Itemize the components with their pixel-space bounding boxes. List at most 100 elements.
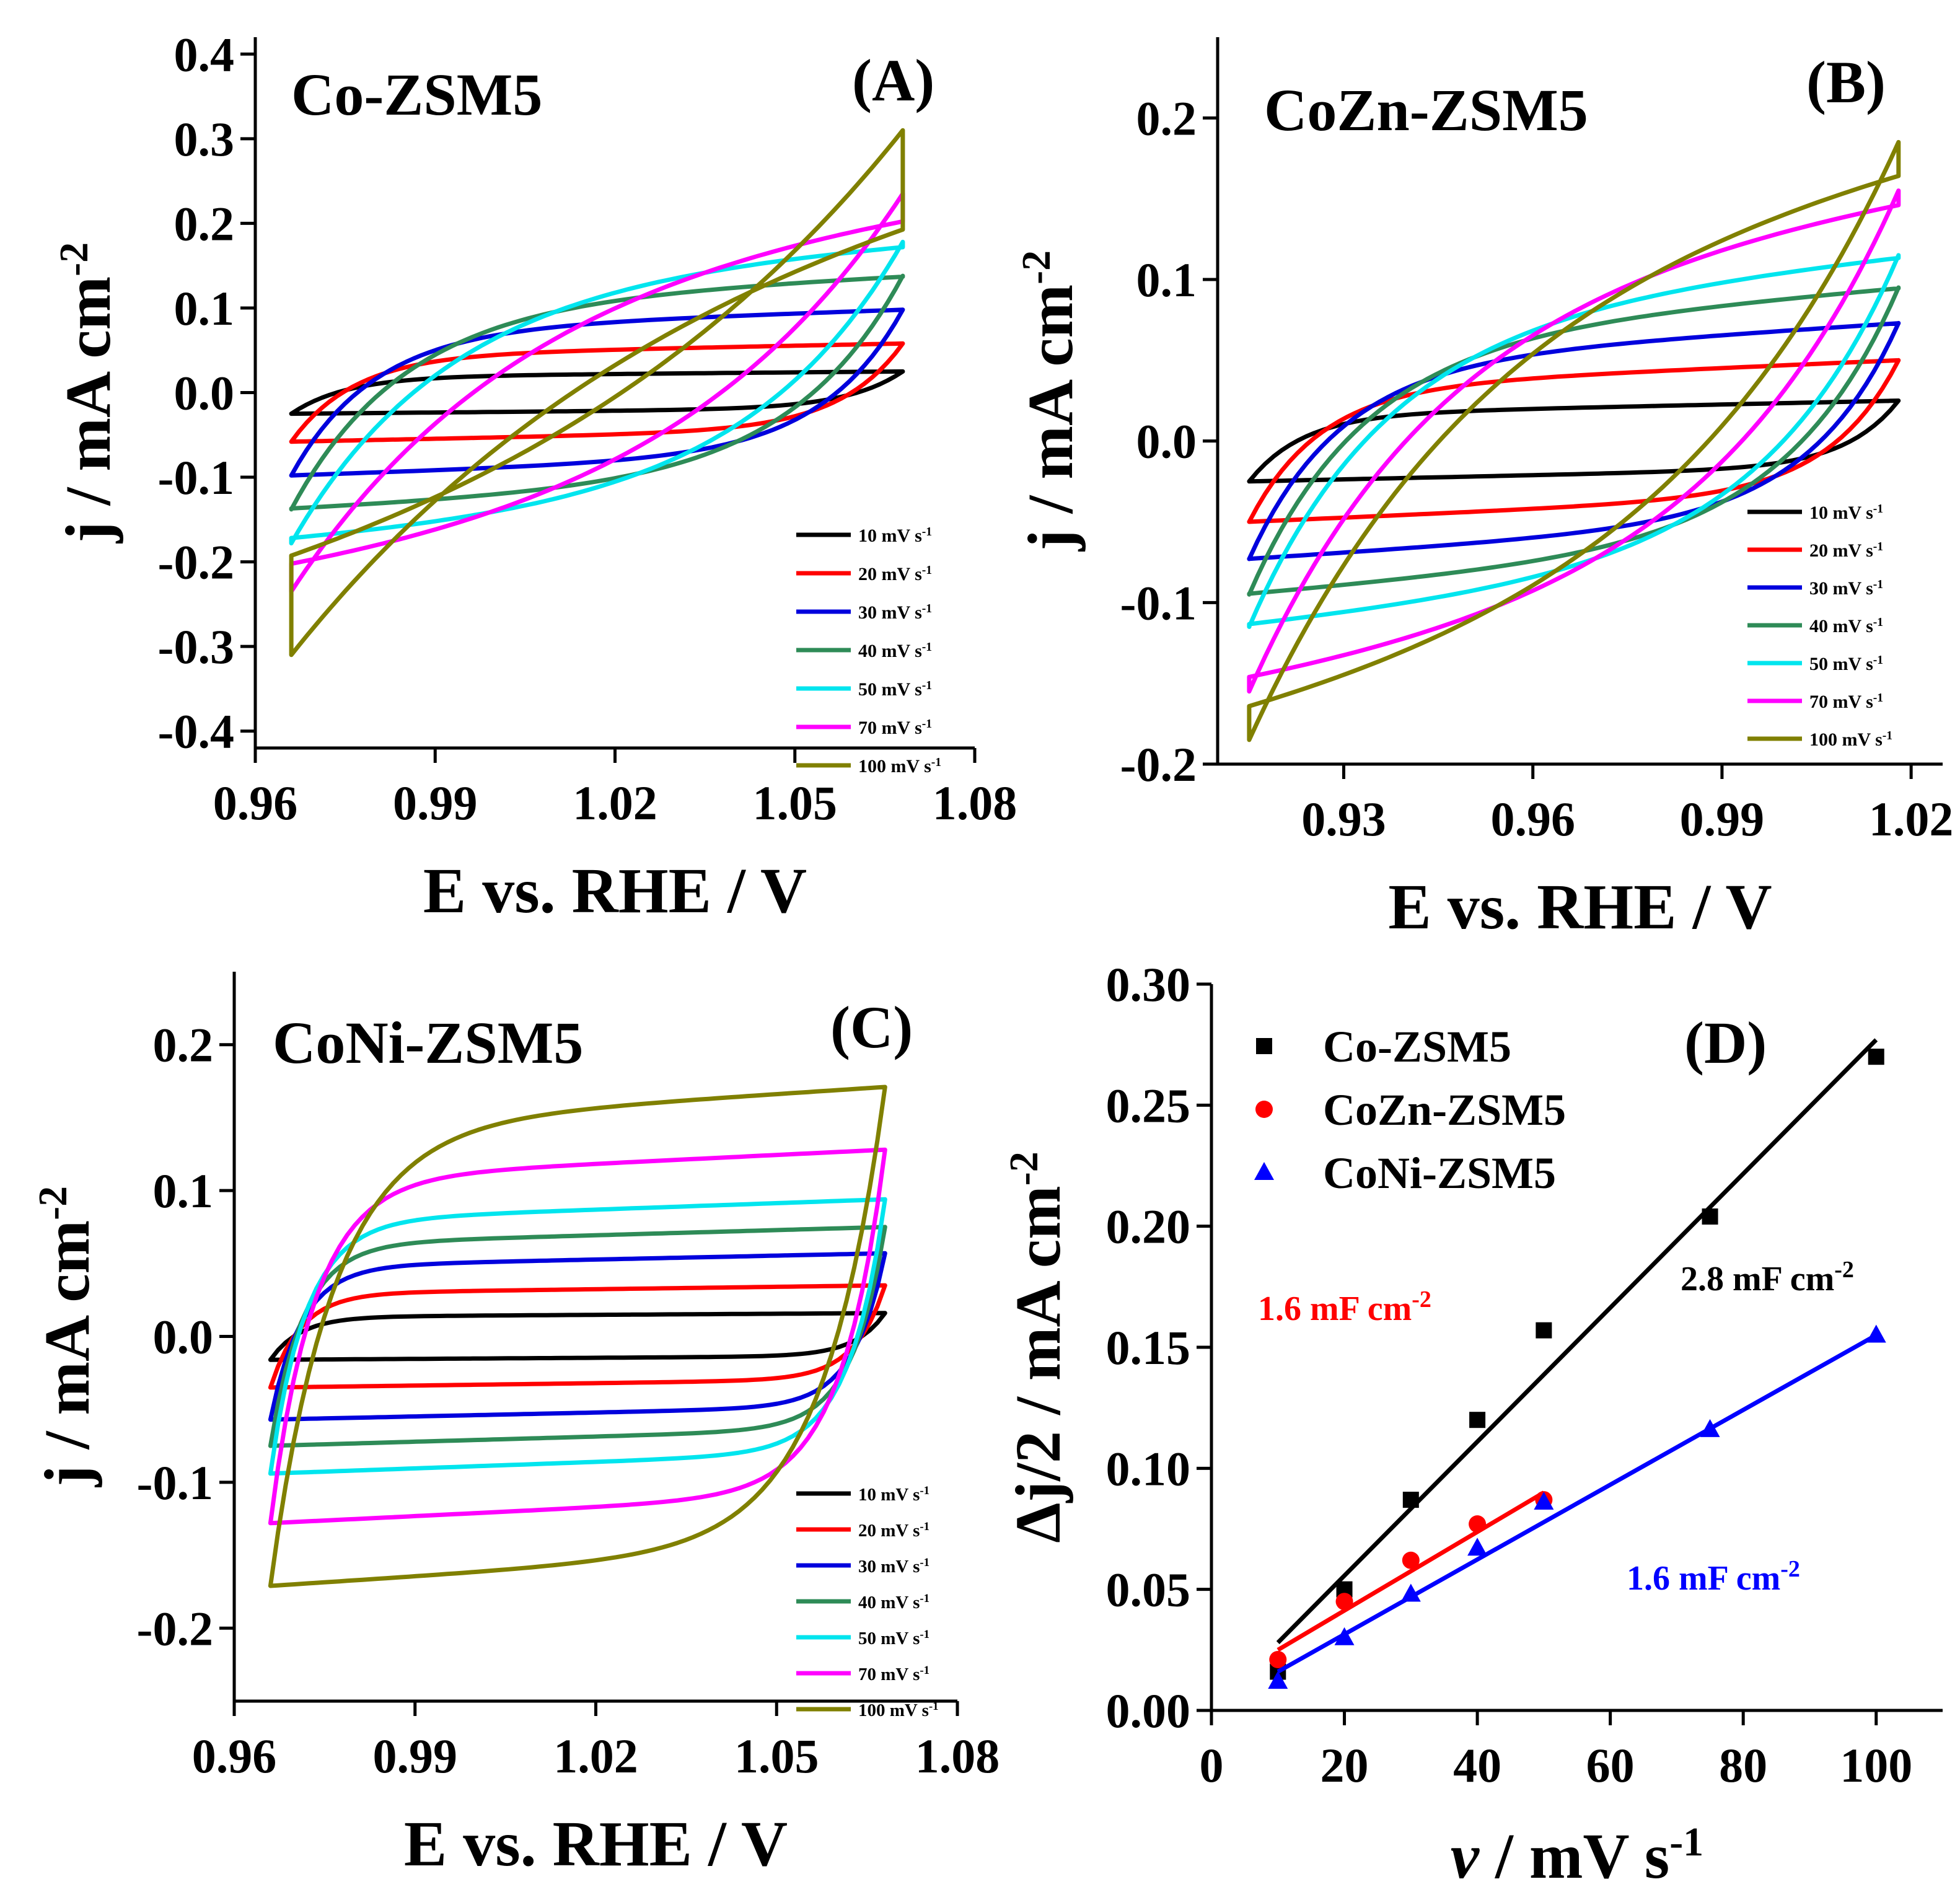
cv-curve-2	[289, 341, 905, 444]
series-co-zsm5: 2.8 mF cm-2	[1270, 1038, 1884, 1680]
y-tick-label: -0.4	[158, 705, 234, 759]
y-tick-label: 0.2	[153, 1018, 214, 1072]
legend-label: 30 mV s-1	[858, 1556, 929, 1577]
x-tick-label: 1.05	[753, 776, 838, 830]
panel-title: CoZn-ZSM5	[1264, 77, 1588, 143]
legend-label: 50 mV s-1	[858, 679, 932, 700]
legend-marker	[1255, 1101, 1273, 1118]
slope-annotation: 1.6 mF cm-2	[1627, 1556, 1800, 1598]
legend-label: 20 mV s-1	[858, 564, 932, 585]
cv-curve-7	[268, 1085, 887, 1588]
y-tick-label: 0.0	[174, 366, 235, 420]
slope-annotation: 1.6 mF cm-2	[1258, 1287, 1431, 1328]
x-tick-label: 100	[1840, 1738, 1912, 1792]
y-tick-label: 0.2	[174, 196, 235, 250]
x-tick-label: 1.05	[734, 1729, 819, 1783]
data-point	[1269, 1650, 1287, 1668]
x-axis-label: ν / mV s-1	[1451, 1819, 1703, 1892]
y-tick-label: 0.1	[1136, 253, 1197, 307]
data-point	[1469, 1412, 1486, 1428]
data-point	[1268, 1671, 1288, 1689]
series-cozn-zsm5: 1.6 mF cm-2	[1258, 1287, 1553, 1668]
x-axis-label: E vs. RHE / V	[423, 855, 807, 926]
y-tick-label: -0.1	[137, 1456, 213, 1510]
x-axis-label: E vs. RHE / V	[1388, 871, 1772, 943]
y-tick-label: 0.00	[1106, 1684, 1191, 1738]
cv-curve-3	[268, 1251, 887, 1422]
cv-curve-6	[268, 1147, 887, 1526]
x-tick-label: 1.02	[1869, 792, 1954, 846]
panel-tag: (A)	[852, 47, 934, 113]
data-point	[1402, 1551, 1420, 1569]
x-tick-label: 0.96	[192, 1729, 277, 1783]
legend-label: 70 mV s-1	[858, 1664, 929, 1685]
cv-curve-2	[268, 1283, 887, 1390]
x-tick-label: 0.96	[1490, 792, 1575, 846]
data-point	[1402, 1492, 1419, 1508]
panel-tag: (C)	[830, 994, 913, 1060]
panel-c: 0.96 0.99 1.02 1.05 1.08 0.2 0.1 0.0 -0.1 -0.2 CoN…	[30, 972, 1000, 1880]
y-tick-label: 0.20	[1106, 1200, 1191, 1254]
data-point	[1400, 1583, 1421, 1602]
y-axis-label: Δj/2 / mA cm-2	[1001, 1151, 1074, 1542]
legend-label: 70 mV s-1	[1809, 692, 1883, 713]
x-tick-label: 1.02	[573, 776, 657, 830]
x-tick-label: 0.99	[1680, 792, 1765, 846]
x-tick-label: 20	[1321, 1738, 1369, 1792]
x-tick-label: 0	[1200, 1738, 1224, 1792]
panel-a: 0.96 0.99 1.02 1.05 1.08 0.4 0.3 0.2 0.1 0.0 -0.1 -…	[51, 27, 1017, 926]
x-tick-label: 1.08	[915, 1729, 1000, 1783]
legend-label: 100 mV s-1	[858, 1700, 939, 1721]
cv-curve-5	[1247, 253, 1901, 629]
cv-curve-3	[1247, 320, 1901, 561]
legend-label: 40 mV s-1	[1809, 616, 1883, 637]
legend-label: 10 mV s-1	[858, 1484, 929, 1505]
cv-curve-1	[268, 1311, 887, 1362]
fit-line	[1277, 1490, 1545, 1652]
legend-label: 50 mV s-1	[1809, 654, 1883, 675]
y-tick-label: 0.15	[1106, 1321, 1191, 1375]
legend-label: 100 mV s-1	[1809, 729, 1892, 750]
cv-curve-7	[289, 128, 905, 658]
fit-line	[1276, 1038, 1878, 1645]
scan-rate-legend: 10 mV s-1 20 mV s-1 30 mV s-1 40 mV s-1 50 m…	[1747, 503, 1892, 750]
legend-marker	[1256, 1038, 1272, 1054]
x-tick-label: 0.99	[393, 776, 478, 830]
y-tick-label: 0.10	[1106, 1441, 1191, 1495]
data-point	[1536, 1322, 1552, 1339]
x-tick-label: 0.96	[213, 776, 298, 830]
panel-title: Co-ZSM5	[291, 61, 542, 128]
panel-b: 0.93 0.96 0.99 1.02 0.2 0.1 0.0 -0.1 -0.2 CoZn-ZS…	[1014, 37, 1954, 943]
legend-label: Co-ZSM5	[1323, 1022, 1511, 1071]
legend-label: 30 mV s-1	[858, 602, 932, 623]
x-axis-label: E vs. RHE / V	[404, 1808, 788, 1880]
y-tick-label: 0.25	[1106, 1078, 1191, 1132]
x-tick-label: 0.99	[373, 1729, 458, 1783]
data-point	[1534, 1492, 1554, 1510]
data-point	[1868, 1049, 1884, 1065]
legend-label: 50 mV s-1	[858, 1628, 929, 1649]
x-tick-label: 1.08	[933, 776, 1017, 830]
fit-line	[1277, 1333, 1878, 1674]
y-tick-label: -0.1	[158, 451, 234, 504]
cv-curve-5	[268, 1197, 887, 1476]
y-tick-label: -0.2	[1120, 737, 1197, 791]
legend-label: 30 mV s-1	[1809, 578, 1883, 599]
scan-rate-legend: 10 mV s-1 20 mV s-1 30 mV s-1 40 mV s-1 50 m…	[796, 1484, 939, 1721]
legend-label: 70 mV s-1	[858, 718, 932, 739]
scan-rate-legend: 10 mV s-1 20 mV s-1 30 mV s-1 40 mV s-1 50 m…	[796, 526, 941, 777]
data-point	[1702, 1208, 1718, 1225]
x-tick-label: 80	[1719, 1738, 1767, 1792]
y-tick-label: -0.2	[158, 535, 234, 589]
y-axis-label: j / mA cm-2	[30, 1186, 103, 1487]
x-tick-label: 1.02	[553, 1729, 638, 1783]
legend-label: 40 mV s-1	[858, 1592, 929, 1613]
cv-curve-6	[1247, 188, 1901, 694]
y-tick-label: 0.0	[1136, 415, 1197, 469]
y-axis-label: j / mA cm-2	[51, 242, 125, 543]
data-point	[1700, 1419, 1720, 1437]
y-tick-label: 0.2	[1136, 91, 1197, 145]
legend-label: 10 mV s-1	[858, 526, 932, 547]
panel-tag: (D)	[1684, 1010, 1767, 1076]
